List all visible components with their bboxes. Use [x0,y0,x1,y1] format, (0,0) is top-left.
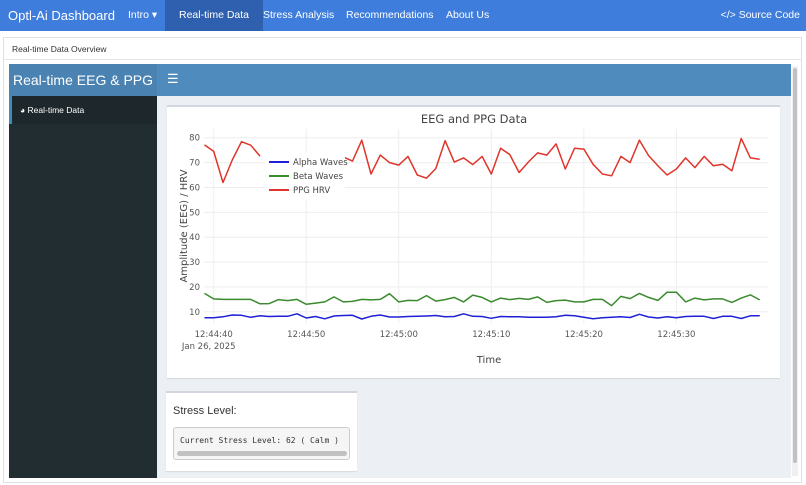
stress-output: Current Stress Level: 62 ( Calm ) [173,427,350,460]
chart-box: EEG and PPG Data 10 20 30 40 50 60 70 80 12:44:40… [167,105,780,378]
sidebar-item-real-time-data[interactable]: ◕ Real-time Data [9,96,157,124]
y-tick-label: 50 [189,208,200,218]
nav-intro[interactable]: Intro ▾ [128,9,158,21]
eeg-ppg-chart[interactable]: EEG and PPG Data 10 20 30 40 50 60 70 80 12:44:40… [167,107,780,378]
stress-text: Current Stress Level: 62 ( Calm ) [180,436,339,445]
source-code-label: Source Code [738,9,800,21]
x-tick-label: 12:45:10 [472,330,510,340]
x-tick-label: 12:45:20 [565,330,603,340]
y-tick-label: 10 [189,308,200,318]
code-icon: </> [720,9,736,21]
navbar: Optl-Ai Dashboard Intro ▾ Real-time Data… [0,0,806,31]
y-tick-label: 80 [189,134,200,144]
y-tick-label: 20 [189,283,200,293]
hamburger-icon[interactable]: ☰ [167,71,179,86]
horizontal-scrollbar[interactable] [177,451,347,456]
dashboard-frame: Real-time EEG & PPG ☰ ◕ Real-time Data E… [9,64,791,478]
sidebar-item-label: Real-time Data [27,105,85,115]
y-tick-label: 30 [189,258,200,268]
x-tick-label: 12:45:30 [657,330,695,340]
x-tick-label: 12:44:40 [195,330,233,340]
legend-label: Alpha Waves [293,158,348,168]
y-tick-label: 70 [189,159,200,169]
x-tick-label: 12:44:50 [287,330,325,340]
divider [4,59,801,60]
dashboard-gauge-icon: ◕ [20,105,26,115]
x-axis-label: Time [476,355,501,366]
chart-title: EEG and PPG Data [421,112,527,126]
sidebar: ◕ Real-time Data [9,96,157,478]
stress-title: Stress Level: [173,405,237,417]
y-tick-label: 60 [189,183,200,193]
source-code-link[interactable]: </> Source Code [721,0,800,31]
nav-real-time-data[interactable]: Real-time Data [165,0,264,31]
scroll-thumb[interactable] [793,68,797,463]
panel-title: Real-time Data Overview [12,44,107,54]
nav-stress-analysis[interactable]: Stress Analysis [263,9,335,21]
nav-about-us[interactable]: About Us [446,9,490,21]
legend-label: PPG HRV [293,186,330,196]
y-axis-label: Amplitude (EEG) / HRV [179,169,190,282]
vertical-scrollbar[interactable] [792,66,798,476]
legend-label: Beta Waves [293,172,344,182]
nav-recommendations[interactable]: Recommendations [346,9,434,21]
brand[interactable]: Optl-Ai Dashboard [8,8,115,23]
x-tick-label: 12:45:00 [380,330,418,340]
stress-box: Stress Level: Current Stress Level: 62 (… [166,391,357,471]
dashboard-header: Real-time EEG & PPG ☰ [9,64,791,96]
y-tick-label: 40 [189,233,200,243]
x-date-label: Jan 26, 2025 [181,342,236,352]
dashboard-title: Real-time EEG & PPG [9,64,157,96]
